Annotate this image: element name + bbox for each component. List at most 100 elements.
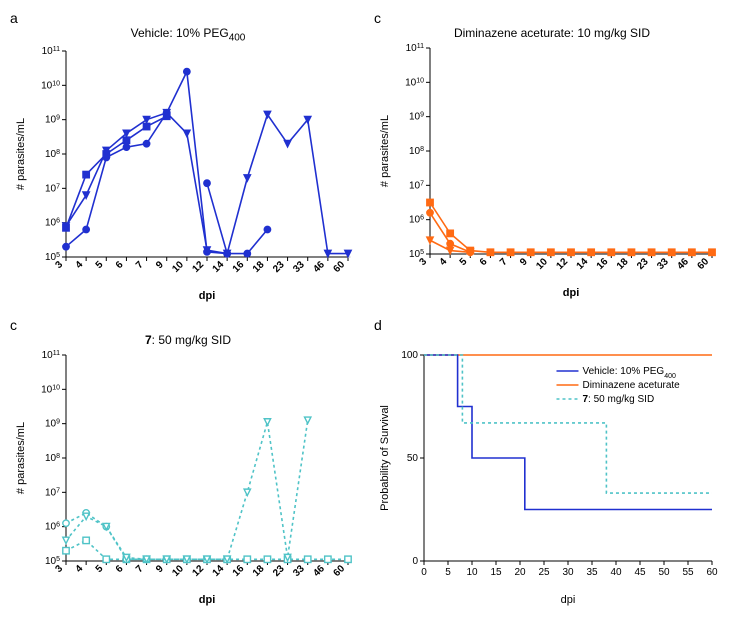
svg-text:0: 0 [412,556,418,567]
svg-text:33: 33 [655,256,671,272]
svg-text:4: 4 [438,256,450,268]
svg-text:23: 23 [271,259,287,275]
svg-text:3: 3 [53,563,65,575]
svg-text:9: 9 [154,259,166,271]
svg-text:10: 10 [170,563,186,579]
svg-text:7: 7 [134,563,146,575]
svg-text:3: 3 [53,259,65,271]
figure-grid: aVehicle: 10% PEG40010510610710810910101… [8,8,732,618]
panel-d: d 050100051015202530354045505560Probabil… [372,315,732,618]
svg-text:108: 108 [45,149,60,161]
svg-text:18: 18 [251,259,267,275]
svg-text:7: 50 mg/kg SID: 7: 50 mg/kg SID [582,394,654,405]
svg-text:106: 106 [409,214,424,226]
svg-text:106: 106 [45,521,60,533]
svg-text:9: 9 [518,256,530,268]
svg-text:1011: 1011 [42,46,60,58]
svg-text:6: 6 [478,256,490,268]
svg-text:46: 46 [675,256,691,272]
svg-text:Diminazene aceturate: Diminazene aceturate [582,380,680,391]
svg-text:46: 46 [311,563,327,579]
svg-text:10: 10 [170,259,186,275]
panel-a: aVehicle: 10% PEG40010510610710810910101… [8,8,368,311]
svg-text:23: 23 [271,563,287,579]
svg-text:50: 50 [658,567,670,578]
svg-text:109: 109 [409,111,424,123]
chart-svg: 1051061071081091010101134567910121416182… [372,42,722,302]
svg-text:46: 46 [311,259,327,275]
svg-text:10: 10 [466,567,478,578]
svg-text:60: 60 [331,563,347,579]
svg-text:3: 3 [417,256,429,268]
svg-text:55: 55 [682,567,694,578]
svg-text:5: 5 [458,256,470,268]
svg-text:106: 106 [45,218,60,230]
svg-text:# parasites/mL: # parasites/mL [15,422,27,494]
panel-label: a [10,10,18,26]
svg-text:Vehicle: 10% PEG400: Vehicle: 10% PEG400 [582,366,676,380]
svg-text:109: 109 [45,115,60,127]
svg-text:100: 100 [401,350,418,361]
svg-text:109: 109 [45,418,60,430]
svg-text:dpi: dpi [199,290,216,302]
chart-title: Vehicle: 10% PEG400 [8,26,368,43]
svg-text:9: 9 [154,563,166,575]
svg-text:33: 33 [291,259,307,275]
svg-text:5: 5 [94,259,106,271]
svg-text:107: 107 [45,183,60,195]
svg-text:14: 14 [211,259,227,275]
svg-text:1010: 1010 [41,384,60,396]
svg-text:1010: 1010 [405,77,424,89]
svg-text:0: 0 [421,567,427,578]
panel-label: c [10,317,17,333]
svg-text:1011: 1011 [406,43,424,55]
svg-text:5: 5 [445,567,451,578]
chart-title [372,333,732,347]
svg-text:7: 7 [498,256,510,268]
svg-text:30: 30 [562,567,574,578]
svg-text:dpi: dpi [563,287,580,299]
svg-text:60: 60 [706,567,718,578]
svg-text:35: 35 [586,567,598,578]
svg-text:16: 16 [231,563,247,579]
svg-text:108: 108 [409,146,424,158]
svg-text:25: 25 [538,567,550,578]
svg-text:18: 18 [251,563,267,579]
svg-text:45: 45 [634,567,646,578]
svg-text:1010: 1010 [41,80,60,92]
svg-text:14: 14 [211,563,227,579]
chart-svg: 0 50 100 0 5 10 15 20 25 30 35 40 45 50 55 60 Probabilit… [372,349,722,609]
svg-text:107: 107 [409,180,424,192]
svg-text:50: 50 [407,453,419,464]
svg-text:dpi: dpi [561,594,576,606]
svg-text:6: 6 [114,563,126,575]
svg-text:Probability of Survival: Probability of Survival [379,405,391,511]
chart-svg: 1051061071081091010101134567910121416182… [8,349,358,609]
svg-text:16: 16 [595,256,611,272]
svg-text:40: 40 [610,567,622,578]
panel-b: cDiminazene aceturate: 10 mg/kg SID 10 5 10… [372,8,732,311]
svg-text:107: 107 [45,487,60,499]
chart-svg: 1051061071081091010101134567910121416182… [8,45,358,305]
svg-text:5: 5 [94,563,106,575]
svg-text:10: 10 [534,256,550,272]
svg-text:6: 6 [114,259,126,271]
svg-text:108: 108 [45,453,60,465]
svg-text:7: 7 [134,259,146,271]
svg-text:60: 60 [695,256,711,272]
svg-text:4: 4 [74,563,86,575]
svg-text:16: 16 [231,259,247,275]
svg-text:4: 4 [74,259,86,271]
svg-text:dpi: dpi [199,594,216,606]
svg-text:# parasites/mL: # parasites/mL [15,118,27,190]
svg-text:18: 18 [615,256,631,272]
chart-title: Diminazene aceturate: 10 mg/kg SID [372,26,732,40]
svg-text:20: 20 [514,567,526,578]
svg-text:60: 60 [331,259,347,275]
svg-text:12: 12 [190,563,206,579]
svg-text:33: 33 [291,563,307,579]
panel-c: c7: 50 mg/kg SID105106107108109101010113… [8,315,368,618]
panel-label: c [374,10,381,26]
svg-text:23: 23 [635,256,651,272]
svg-text:15: 15 [490,567,502,578]
